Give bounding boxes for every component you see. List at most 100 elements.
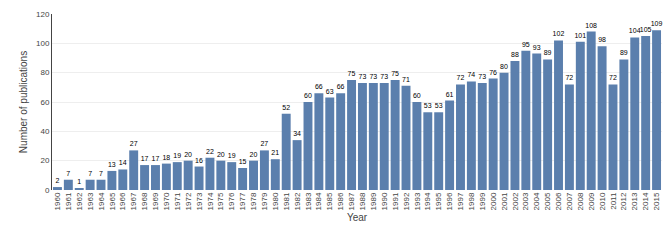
- svg-text:89: 89: [620, 49, 628, 56]
- svg-text:1964: 1964: [97, 192, 106, 210]
- svg-text:73: 73: [478, 73, 486, 80]
- svg-text:1975: 1975: [216, 192, 225, 210]
- svg-text:1960: 1960: [53, 192, 62, 210]
- svg-text:2004: 2004: [532, 192, 541, 210]
- svg-text:27: 27: [260, 140, 268, 147]
- svg-text:Number of publications: Number of publications: [18, 51, 29, 153]
- svg-text:19: 19: [228, 152, 236, 159]
- svg-text:1966: 1966: [118, 192, 127, 210]
- svg-text:73: 73: [380, 73, 388, 80]
- svg-text:76: 76: [489, 69, 497, 76]
- svg-text:72: 72: [457, 74, 465, 81]
- svg-text:2001: 2001: [500, 192, 509, 210]
- svg-text:52: 52: [282, 104, 290, 111]
- svg-text:1974: 1974: [206, 192, 215, 210]
- svg-text:66: 66: [315, 83, 323, 90]
- svg-text:1999: 1999: [478, 192, 487, 210]
- svg-text:1973: 1973: [195, 192, 204, 210]
- svg-text:1993: 1993: [413, 192, 422, 210]
- svg-text:105: 105: [640, 26, 652, 33]
- svg-text:1996: 1996: [445, 192, 454, 210]
- svg-text:2013: 2013: [630, 192, 639, 210]
- svg-text:1972: 1972: [184, 192, 193, 210]
- svg-text:1984: 1984: [314, 192, 323, 210]
- svg-text:60: 60: [413, 92, 421, 99]
- svg-text:1978: 1978: [249, 192, 258, 210]
- svg-text:0: 0: [45, 186, 50, 195]
- svg-text:2007: 2007: [565, 192, 574, 210]
- svg-text:95: 95: [522, 41, 530, 48]
- svg-text:108: 108: [585, 22, 597, 29]
- svg-text:2008: 2008: [576, 192, 585, 210]
- svg-text:27: 27: [130, 140, 138, 147]
- svg-text:1989: 1989: [369, 192, 378, 210]
- svg-text:2015: 2015: [652, 192, 661, 210]
- svg-text:73: 73: [358, 73, 366, 80]
- svg-text:1994: 1994: [423, 192, 432, 210]
- svg-text:1990: 1990: [380, 192, 389, 210]
- svg-text:1970: 1970: [162, 192, 171, 210]
- svg-text:7: 7: [66, 170, 70, 177]
- svg-text:1: 1: [77, 178, 81, 185]
- svg-text:98: 98: [598, 36, 606, 43]
- svg-text:71: 71: [402, 76, 410, 83]
- svg-text:104: 104: [629, 27, 641, 34]
- svg-text:2000: 2000: [489, 192, 498, 210]
- svg-text:22: 22: [206, 148, 214, 155]
- svg-text:109: 109: [651, 20, 663, 27]
- svg-text:17: 17: [152, 155, 160, 162]
- svg-text:1985: 1985: [325, 192, 334, 210]
- svg-text:1987: 1987: [347, 192, 356, 210]
- svg-text:2005: 2005: [543, 192, 552, 210]
- svg-text:Year: Year: [347, 212, 368, 223]
- svg-text:13: 13: [108, 161, 116, 168]
- svg-text:1982: 1982: [293, 192, 302, 210]
- svg-text:20: 20: [40, 156, 49, 165]
- svg-text:2: 2: [55, 177, 59, 184]
- svg-text:1998: 1998: [467, 192, 476, 210]
- svg-text:7: 7: [88, 170, 92, 177]
- svg-text:2002: 2002: [511, 192, 520, 210]
- svg-text:19: 19: [173, 152, 181, 159]
- svg-text:1968: 1968: [140, 192, 149, 210]
- svg-text:2003: 2003: [521, 192, 530, 210]
- svg-text:1961: 1961: [64, 192, 73, 210]
- svg-text:75: 75: [348, 70, 356, 77]
- svg-text:61: 61: [446, 91, 454, 98]
- svg-text:53: 53: [435, 102, 443, 109]
- svg-text:20: 20: [184, 151, 192, 158]
- svg-text:102: 102: [553, 30, 565, 37]
- svg-text:2012: 2012: [619, 192, 628, 210]
- svg-text:1991: 1991: [391, 192, 400, 210]
- svg-text:2014: 2014: [641, 192, 650, 210]
- svg-text:60: 60: [304, 92, 312, 99]
- svg-text:88: 88: [511, 51, 519, 58]
- svg-text:2010: 2010: [598, 192, 607, 210]
- svg-text:7: 7: [99, 170, 103, 177]
- svg-text:18: 18: [162, 154, 170, 161]
- svg-text:53: 53: [424, 102, 432, 109]
- svg-text:1967: 1967: [129, 192, 138, 210]
- svg-text:40: 40: [40, 127, 49, 136]
- svg-text:1983: 1983: [304, 192, 313, 210]
- svg-text:1962: 1962: [75, 192, 84, 210]
- svg-text:93: 93: [533, 44, 541, 51]
- svg-text:1988: 1988: [358, 192, 367, 210]
- svg-text:1981: 1981: [282, 192, 291, 210]
- svg-text:2009: 2009: [587, 192, 596, 210]
- svg-text:75: 75: [391, 70, 399, 77]
- svg-text:1977: 1977: [238, 192, 247, 210]
- svg-text:2006: 2006: [554, 192, 563, 210]
- svg-text:15: 15: [239, 158, 247, 165]
- svg-text:20: 20: [217, 151, 225, 158]
- svg-text:72: 72: [565, 74, 573, 81]
- svg-text:66: 66: [337, 83, 345, 90]
- svg-text:72: 72: [609, 74, 617, 81]
- svg-text:1992: 1992: [402, 192, 411, 210]
- svg-text:1979: 1979: [260, 192, 269, 210]
- svg-text:34: 34: [293, 130, 301, 137]
- svg-text:74: 74: [467, 71, 475, 78]
- svg-text:73: 73: [369, 73, 377, 80]
- svg-text:1986: 1986: [336, 192, 345, 210]
- svg-text:101: 101: [574, 32, 586, 39]
